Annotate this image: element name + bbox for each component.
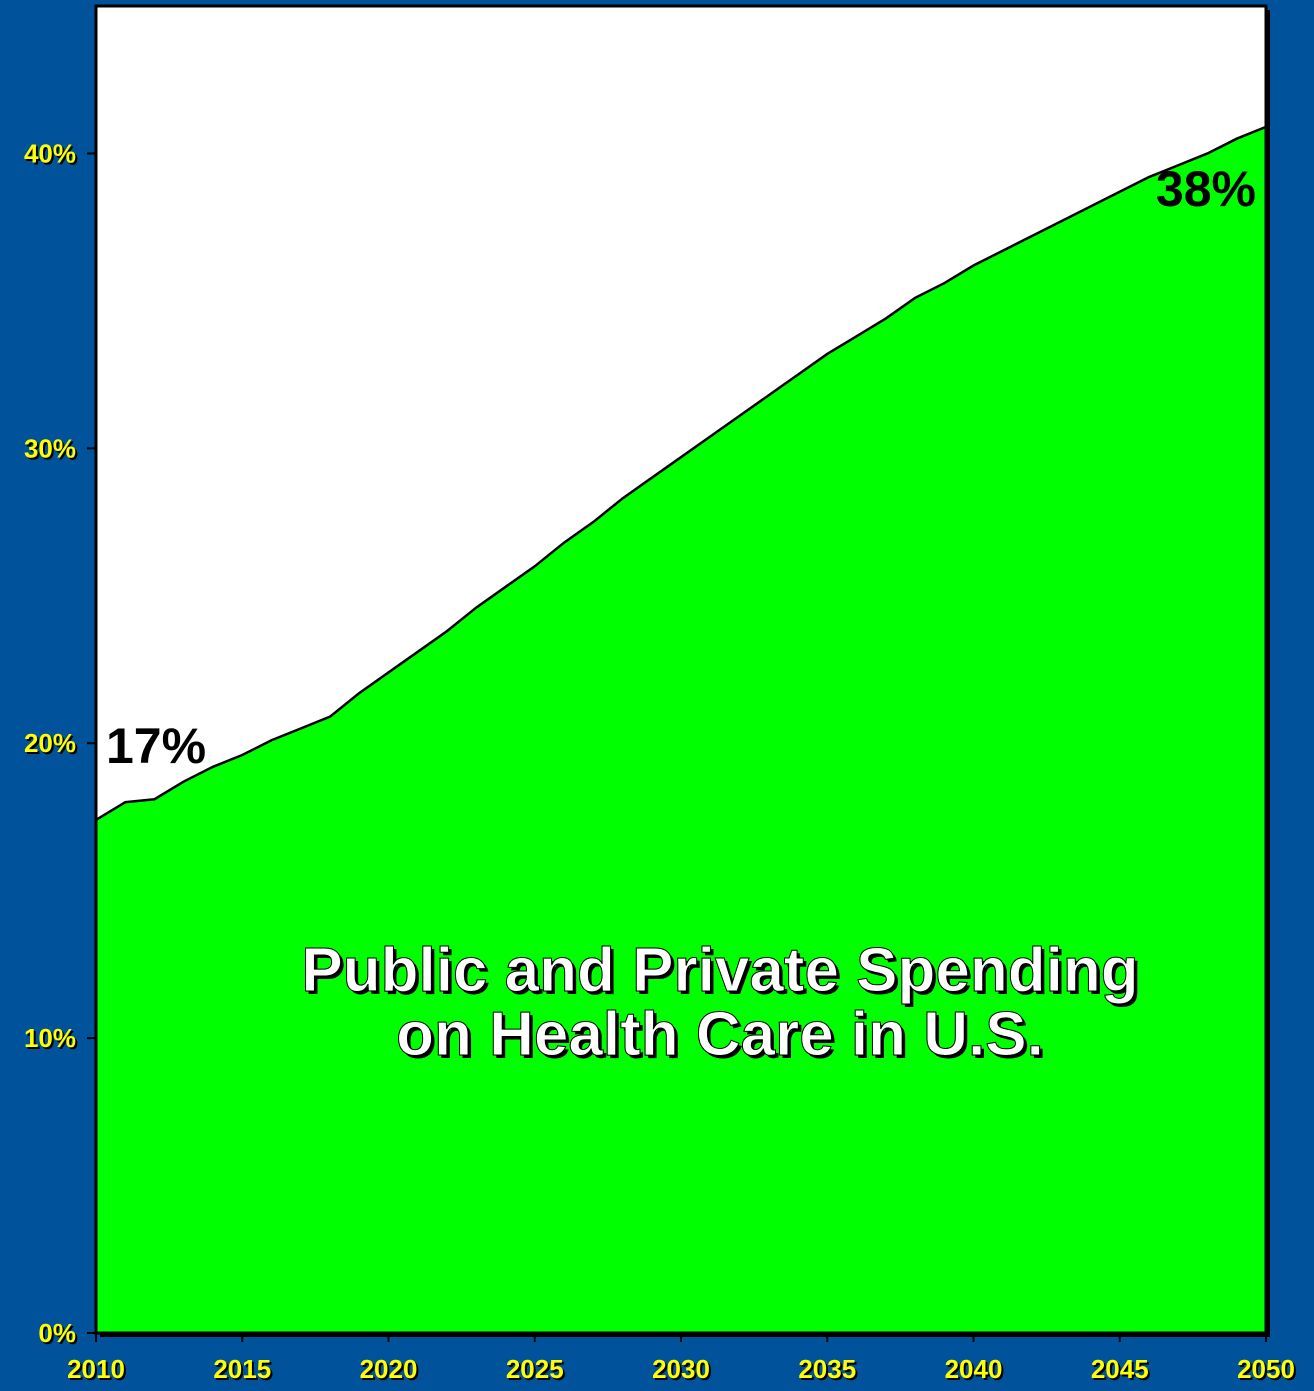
x-tick-label-shadow: 2030 bbox=[654, 1356, 712, 1386]
x-tick-label: 2050 bbox=[1237, 1354, 1295, 1384]
x-tick-label-shadow: 2045 bbox=[1093, 1356, 1151, 1386]
x-tick-label-shadow: 2015 bbox=[215, 1356, 273, 1386]
y-tick-label-shadow: 10% bbox=[26, 1025, 78, 1055]
area-fill bbox=[96, 126, 1266, 1333]
x-tick-label: 2040 bbox=[945, 1354, 1003, 1384]
start-value-label: 17% bbox=[106, 718, 206, 774]
x-tick-label-shadow: 2025 bbox=[508, 1356, 566, 1386]
area-label-line2-shadow: on Health Care in U.S. bbox=[399, 1003, 1047, 1072]
x-tick-label: 2015 bbox=[213, 1354, 271, 1384]
y-tick-label: 20% bbox=[24, 728, 76, 758]
area-label-line2: on Health Care in U.S. bbox=[396, 1000, 1044, 1069]
y-tick-label-shadow: 20% bbox=[26, 730, 78, 760]
y-tick-label: 40% bbox=[24, 138, 76, 168]
x-tick-label: 2025 bbox=[506, 1354, 564, 1384]
x-tick-label-shadow: 2040 bbox=[947, 1356, 1005, 1386]
y-tick-label: 30% bbox=[24, 433, 76, 463]
area-label-line1-shadow: Public and Private Spending bbox=[304, 939, 1141, 1008]
end-value-label: 38% bbox=[1156, 161, 1256, 217]
y-tick-label: 0% bbox=[38, 1318, 76, 1348]
y-tick-label: 10% bbox=[24, 1023, 76, 1053]
y-tick-label-shadow: 0% bbox=[40, 1320, 78, 1350]
x-tick-label-shadow: 2050 bbox=[1239, 1356, 1297, 1386]
x-tick-label: 2045 bbox=[1091, 1354, 1149, 1384]
x-tick-label: 2010 bbox=[67, 1354, 125, 1384]
x-tick-label-shadow: 2035 bbox=[800, 1356, 858, 1386]
x-tick-label: 2020 bbox=[360, 1354, 418, 1384]
x-tick-label-shadow: 2020 bbox=[362, 1356, 420, 1386]
y-tick-label-shadow: 30% bbox=[26, 435, 78, 465]
area-line bbox=[95, 125, 1267, 821]
y-tick-label-shadow: 40% bbox=[26, 140, 78, 170]
x-tick-label: 2030 bbox=[652, 1354, 710, 1384]
x-tick-label: 2035 bbox=[798, 1354, 856, 1384]
area-label-line1: Public and Private Spending bbox=[301, 936, 1138, 1005]
x-tick-label-shadow: 2010 bbox=[69, 1356, 127, 1386]
